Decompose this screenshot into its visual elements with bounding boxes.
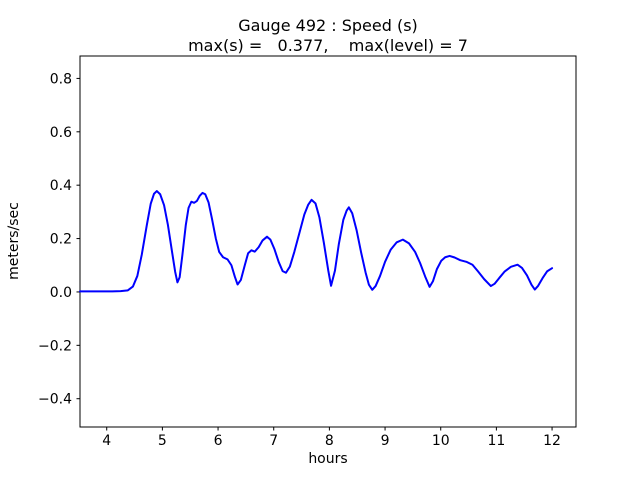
y-tick-label: 0.8 (50, 71, 72, 87)
x-tick-label: 10 (432, 433, 450, 449)
x-tick-label: 7 (269, 433, 278, 449)
plot-frame (79, 55, 577, 428)
y-tick-label: 0.6 (50, 125, 72, 141)
y-tick-label: −0.2 (38, 338, 72, 354)
x-tick-label: 11 (487, 433, 505, 449)
chart-title-line1: Gauge 492 : Speed (s) (238, 16, 418, 35)
y-tick-label: 0.4 (50, 178, 72, 194)
x-tick-label: 9 (381, 433, 390, 449)
x-tick-label: 6 (214, 433, 223, 449)
y-tick-label: −0.4 (38, 392, 72, 408)
chart-title-line2: max(s) = 0.377, max(level) = 7 (188, 36, 468, 55)
speed-line-series (79, 190, 554, 293)
x-tick-label: 4 (102, 433, 111, 449)
x-axis-label: hours (308, 451, 347, 467)
axis-ticks: 4 5 6 7 8 9 10 11 12 −0.4 −0.2 0.0 0.2 0.4 0.6 0.8 (38, 71, 561, 449)
x-tick-label: 8 (325, 433, 334, 449)
y-axis-label: meters/sec (6, 202, 22, 280)
x-tick-label: 12 (543, 433, 561, 449)
y-tick-label: 0.2 (50, 232, 72, 248)
y-tick-label: 0.0 (50, 285, 72, 301)
x-tick-label: 5 (158, 433, 167, 449)
